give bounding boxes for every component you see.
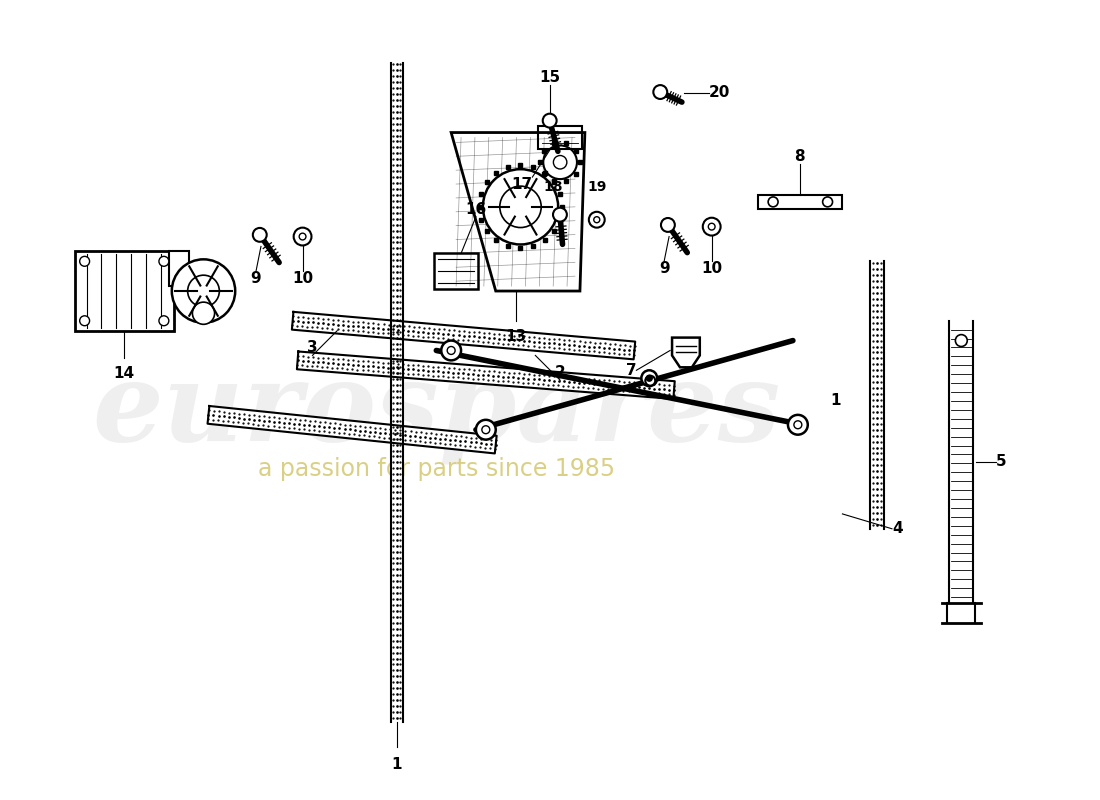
Circle shape [543, 146, 578, 179]
Circle shape [708, 223, 715, 230]
Text: 20: 20 [708, 86, 730, 101]
Text: 5: 5 [996, 454, 1006, 470]
Polygon shape [208, 406, 497, 454]
Text: eurospares: eurospares [92, 356, 781, 464]
Text: 1: 1 [830, 393, 840, 407]
Text: 3: 3 [307, 341, 318, 355]
Text: 16: 16 [465, 202, 486, 217]
Circle shape [482, 426, 490, 434]
Polygon shape [870, 262, 884, 529]
Text: 8: 8 [794, 150, 805, 164]
Circle shape [956, 334, 967, 346]
Text: 14: 14 [113, 366, 135, 382]
Circle shape [188, 275, 219, 307]
Circle shape [646, 376, 656, 386]
Text: 17: 17 [512, 177, 532, 192]
Circle shape [768, 197, 778, 207]
Text: 7: 7 [626, 362, 637, 378]
Polygon shape [297, 351, 674, 399]
Circle shape [158, 256, 168, 266]
Polygon shape [949, 321, 974, 603]
Text: 2: 2 [554, 365, 565, 380]
Circle shape [553, 208, 566, 222]
Circle shape [299, 233, 306, 240]
Circle shape [647, 375, 652, 381]
Circle shape [653, 85, 668, 99]
Circle shape [79, 256, 89, 266]
Text: 10: 10 [701, 262, 723, 276]
Circle shape [703, 218, 720, 235]
Polygon shape [758, 195, 843, 209]
Circle shape [476, 420, 496, 440]
Text: 4: 4 [892, 522, 903, 536]
Circle shape [553, 155, 566, 169]
Text: 9: 9 [251, 271, 262, 286]
Circle shape [794, 421, 802, 429]
Polygon shape [390, 63, 403, 722]
Circle shape [79, 316, 89, 326]
Circle shape [594, 217, 600, 222]
Circle shape [499, 186, 541, 227]
Circle shape [588, 212, 605, 228]
Circle shape [294, 228, 311, 246]
Circle shape [641, 370, 657, 386]
Circle shape [483, 169, 558, 245]
Circle shape [661, 218, 674, 232]
Circle shape [253, 228, 266, 242]
Circle shape [788, 415, 807, 434]
Polygon shape [292, 312, 635, 359]
Circle shape [448, 346, 455, 354]
Text: 10: 10 [292, 271, 313, 286]
Circle shape [172, 259, 235, 322]
Polygon shape [168, 251, 188, 286]
Text: 15: 15 [540, 70, 561, 85]
Text: 9: 9 [659, 262, 670, 276]
Text: 13: 13 [505, 329, 526, 344]
Text: 19: 19 [587, 180, 606, 194]
Circle shape [542, 114, 557, 127]
Circle shape [441, 341, 461, 360]
Circle shape [158, 316, 168, 326]
Circle shape [192, 302, 215, 324]
Text: 18: 18 [543, 180, 563, 194]
Text: 1: 1 [392, 757, 402, 772]
Circle shape [823, 197, 833, 207]
Text: a passion for parts since 1985: a passion for parts since 1985 [257, 458, 615, 482]
